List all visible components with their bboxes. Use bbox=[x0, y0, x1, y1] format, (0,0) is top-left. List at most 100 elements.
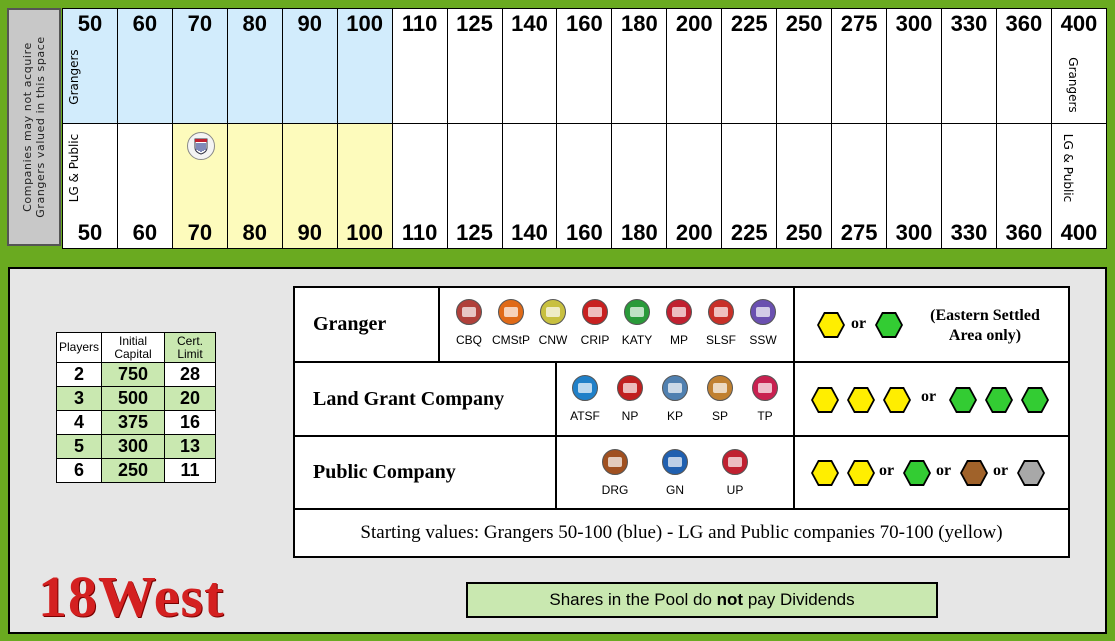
market-cell-granger[interactable]: 400 Grangers bbox=[1050, 8, 1108, 124]
row-label-grangers: Grangers bbox=[1065, 57, 1080, 113]
or-text: or bbox=[879, 462, 895, 479]
market-value: 400 bbox=[1060, 11, 1098, 36]
company-code: TP bbox=[757, 409, 773, 423]
market-value: 125 bbox=[456, 11, 493, 36]
cnw-logo-icon bbox=[540, 299, 566, 325]
cbq-logo-icon bbox=[456, 299, 482, 325]
company-slsf: SLSF bbox=[701, 299, 741, 347]
green-tile-icon bbox=[875, 312, 903, 338]
initial-capital: 500 bbox=[101, 386, 165, 411]
market-cell-lg-public[interactable]: 140 bbox=[501, 123, 558, 249]
player-row: 3 500 20 bbox=[56, 386, 216, 411]
company-code: UP bbox=[726, 483, 744, 497]
market-cell-granger[interactable]: 60 bbox=[116, 8, 173, 124]
market-value: 160 bbox=[566, 220, 603, 245]
cert-limit: 28 bbox=[164, 362, 216, 387]
company-mp: MP bbox=[659, 299, 699, 347]
market-cell-lg-public[interactable]: 70 bbox=[171, 123, 228, 249]
land-grant-row: Land Grant Company ATSF NP KP SP TP or bbox=[295, 363, 1068, 437]
green-tile-icon bbox=[949, 387, 977, 413]
up-token-icon[interactable] bbox=[186, 132, 215, 160]
market-cell-lg-public[interactable]: 180 bbox=[611, 123, 668, 249]
market-value: 330 bbox=[950, 11, 988, 36]
company-code: CMStP bbox=[491, 333, 530, 347]
cert-limit: 11 bbox=[164, 458, 216, 483]
side-note-line-1: Companies may not acquire bbox=[21, 42, 34, 212]
company-code: KP bbox=[666, 409, 683, 423]
market-cell-lg-public[interactable]: 50 LG & Public bbox=[62, 123, 118, 249]
market-cell-granger[interactable]: 250 bbox=[776, 8, 833, 124]
cert-limit: 13 bbox=[164, 434, 216, 459]
company-code: CNW bbox=[538, 333, 568, 347]
market-value: 70 bbox=[187, 11, 213, 36]
market-value: 330 bbox=[950, 220, 988, 245]
market-cell-granger[interactable]: 125 bbox=[446, 8, 503, 124]
market-cell-lg-public[interactable]: 80 bbox=[226, 123, 283, 249]
market-value: 225 bbox=[730, 220, 768, 245]
or-text: or bbox=[993, 462, 1009, 479]
cert-limit: 16 bbox=[164, 410, 216, 435]
company-code: ATSF bbox=[570, 409, 600, 423]
yellow-tile-icon bbox=[847, 460, 875, 486]
market-cell-lg-public[interactable]: 160 bbox=[556, 123, 613, 249]
market-value: 125 bbox=[456, 220, 493, 245]
granger-row: Granger CBQ CMStP CNW CRIP KATY MP SLSF SSW or … bbox=[295, 288, 1068, 363]
market-value: 100 bbox=[346, 11, 384, 36]
market-cell-granger[interactable]: 275 bbox=[831, 8, 888, 124]
market-cell-lg-public[interactable]: 125 bbox=[446, 123, 503, 249]
market-cell-lg-public[interactable]: 60 bbox=[116, 123, 173, 249]
company-cbq: CBQ bbox=[449, 299, 489, 347]
market-cell-granger[interactable]: 90 bbox=[281, 8, 338, 124]
market-cell-granger[interactable]: 360 bbox=[995, 8, 1052, 124]
crip-logo-icon bbox=[582, 299, 608, 325]
market-cell-granger[interactable]: 160 bbox=[556, 8, 613, 124]
market-cell-granger[interactable]: 180 bbox=[611, 8, 668, 124]
market-cell-granger[interactable]: 110 bbox=[391, 8, 448, 124]
market-value: 90 bbox=[297, 220, 322, 245]
initial-capital: 750 bbox=[101, 362, 165, 387]
company-cnw: CNW bbox=[533, 299, 573, 347]
gn-logo-icon bbox=[662, 449, 688, 475]
market-cell-lg-public[interactable]: 200 bbox=[666, 123, 723, 249]
market-value: 140 bbox=[511, 220, 548, 245]
market-cell-granger[interactable]: 80 bbox=[226, 8, 283, 124]
market-cell-granger[interactable]: 225 bbox=[721, 8, 778, 124]
company-sp: SP bbox=[700, 375, 740, 423]
company-code: CRIP bbox=[580, 333, 610, 347]
company-katy: KATY bbox=[617, 299, 657, 347]
row-label-lg-public: LG & Public bbox=[67, 133, 81, 203]
green-tile-icon bbox=[903, 460, 931, 486]
market-cell-lg-public[interactable]: 90 bbox=[281, 123, 338, 249]
market-cell-granger[interactable]: 140 bbox=[501, 8, 558, 124]
market-cell-lg-public[interactable]: 225 bbox=[721, 123, 778, 249]
granger-label: Granger bbox=[313, 313, 387, 335]
market-value: 110 bbox=[401, 220, 438, 245]
market-cell-lg-public[interactable]: 250 bbox=[776, 123, 833, 249]
market-cell-lg-public[interactable]: 300 bbox=[886, 123, 942, 249]
market-cell-lg-public[interactable]: 275 bbox=[831, 123, 888, 249]
market-value: 200 bbox=[675, 220, 713, 245]
market-cell-lg-public[interactable]: 400 LG & Public bbox=[1050, 123, 1108, 249]
market-cell-lg-public[interactable]: 100 bbox=[336, 123, 393, 249]
market-cell-granger[interactable]: 70 bbox=[171, 8, 228, 124]
market-cell-granger[interactable]: 100 bbox=[336, 8, 393, 124]
row-label-grangers: Grangers bbox=[67, 49, 81, 105]
market-cell-lg-public[interactable]: 330 bbox=[941, 123, 997, 249]
header-initial-capital: Initial Capital bbox=[101, 332, 165, 363]
market-cell-granger[interactable]: 200 bbox=[666, 8, 723, 124]
yellow-tile-icon bbox=[883, 387, 911, 413]
market-cell-lg-public[interactable]: 110 bbox=[391, 123, 448, 249]
market-cell-lg-public[interactable]: 360 bbox=[995, 123, 1052, 249]
public-label: Public Company bbox=[313, 461, 456, 483]
company-ssw: SSW bbox=[743, 299, 783, 347]
market-value: 100 bbox=[346, 220, 384, 245]
market-value: 360 bbox=[1005, 220, 1043, 245]
sp-logo-icon bbox=[707, 375, 733, 401]
ssw-logo-icon bbox=[750, 299, 776, 325]
market-cell-granger[interactable]: 50 Grangers bbox=[62, 8, 118, 124]
market-cell-granger[interactable]: 300 bbox=[886, 8, 942, 124]
market-cell-granger[interactable]: 330 bbox=[941, 8, 997, 124]
player-count: 6 bbox=[56, 458, 102, 483]
market-value: 300 bbox=[895, 220, 933, 245]
market-value: 400 bbox=[1060, 220, 1098, 245]
